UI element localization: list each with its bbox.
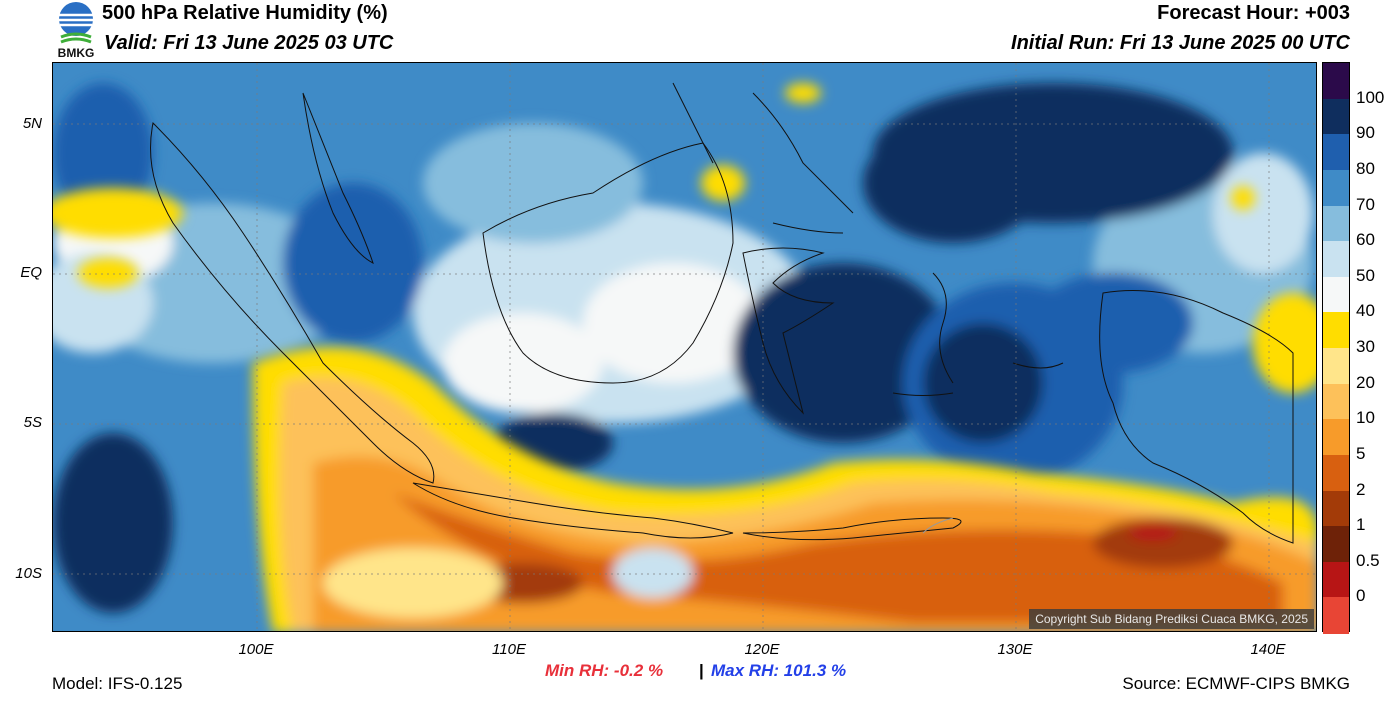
max-rh: Max RH: 101.3 % [711,661,847,680]
lon-label-120e: 120E [744,641,780,658]
bmkg-logo: BMKG [58,2,95,59]
lon-label-110e: 110E [492,641,526,658]
colorbar-label: 10 [1356,408,1375,428]
colorbar-swatch [1323,490,1349,527]
lat-label-10s: 10S [15,565,42,582]
colorbar-label: 50 [1356,265,1375,285]
rh-separator: | [699,661,704,680]
colorbar-swatch [1323,312,1349,349]
colorbar-swatch [1323,63,1349,100]
malay-peninsula-outline [302,92,374,264]
colorbar-swatch [1323,454,1349,491]
copyright-notice: Copyright Sub Bidang Prediksi Cuaca BMKG… [1029,609,1314,629]
borneo-outline [482,142,734,384]
colorbar-swatch [1323,98,1349,135]
colorbar-label: 60 [1356,230,1375,250]
colorbar-label: 80 [1356,158,1375,178]
colorbar-swatch [1323,348,1349,385]
colorbar-label: 1 [1356,515,1366,535]
sulawesi-outline [742,247,835,415]
initial-run: Initial Run: Fri 13 June 2025 00 UTC [1011,32,1350,54]
colorbar-label: 70 [1356,194,1375,214]
colorbar [1322,62,1350,634]
colorbar-label: 90 [1356,123,1375,143]
colorbar-label: 30 [1356,337,1375,356]
min-rh: Min RH: -0.2 % [545,661,664,680]
colorbar-swatch [1323,169,1349,206]
valid-time: Valid: Fri 13 June 2025 03 UTC [104,32,394,54]
papua-outline [1099,290,1294,544]
colorbar-label: 0 [1356,586,1366,606]
source-info: Source: ECMWF-CIPS BMKG [1122,674,1350,693]
java-outline [412,482,734,539]
lon-label-140e: 140E [1250,641,1286,658]
forecast-hour: Forecast Hour: +003 [1157,2,1350,24]
colorbar-swatch [1323,419,1349,456]
colorbar-swatch [1323,383,1349,420]
colorbar-label: 100 [1356,87,1385,107]
map-title: 500 hPa Relative Humidity (%) [102,2,388,24]
colorbar-swatch [1323,526,1349,563]
philippines-outline [672,82,854,234]
colorbar-swatch [1323,597,1349,634]
lon-label-130e: 130E [997,641,1033,658]
colorbar-label: 5 [1356,443,1366,463]
colorbar-swatch [1323,241,1349,278]
humidity-map: Copyright Sub Bidang Prediksi Cuaca BMKG… [52,62,1317,632]
lon-label-100e: 100E [238,641,274,658]
lat-label-5s: 5S [23,414,42,431]
sumatra-outline [150,121,435,484]
colorbar-label: 20 [1356,372,1375,392]
colorbar-swatch [1323,561,1349,598]
timor-outline [922,517,954,534]
lat-label-eq: EQ [20,264,42,281]
humidity-field [53,63,1316,631]
lat-label-5n: 5N [22,115,42,132]
nusa-tenggara-outline [742,517,962,541]
colorbar-swatch [1323,276,1349,313]
colorbar-label: 2 [1356,479,1366,499]
colorbar-label: 40 [1356,301,1375,321]
colorbar-swatch [1323,205,1349,242]
model-info: Model: IFS-0.125 [52,674,183,693]
svg-text:BMKG: BMKG [58,46,95,59]
colorbar-label: 0.5 [1356,550,1380,570]
colorbar-swatch [1323,134,1349,171]
maluku-outline [892,272,1064,396]
